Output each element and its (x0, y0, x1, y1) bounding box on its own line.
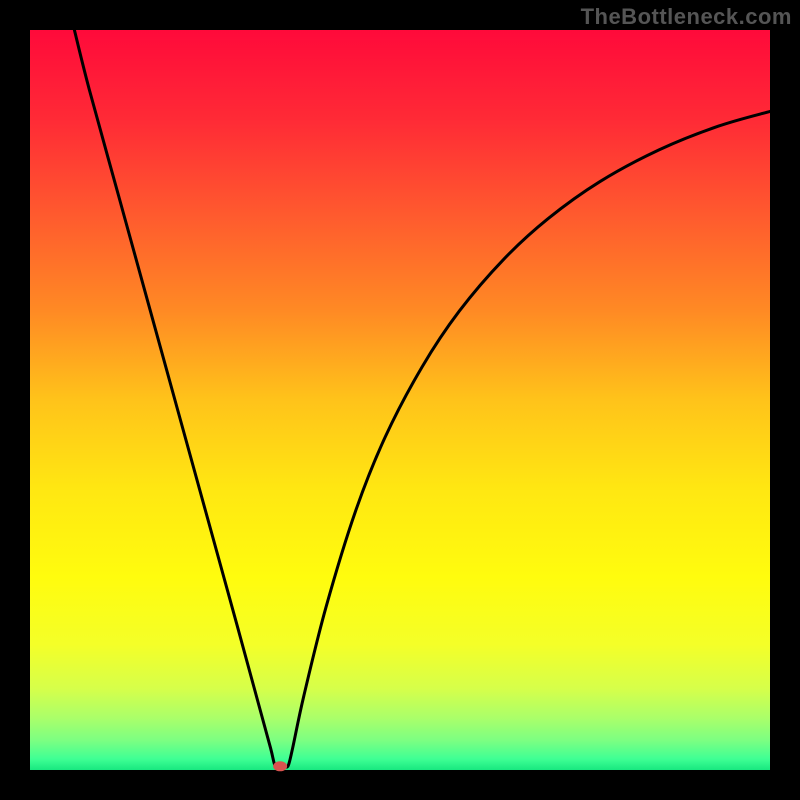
minimum-marker (273, 761, 287, 771)
chart-frame: { "watermark": { "text": "TheBottleneck.… (0, 0, 800, 800)
watermark-text: TheBottleneck.com (581, 4, 792, 30)
gradient-curve-chart (0, 0, 800, 800)
plot-background (30, 30, 770, 770)
